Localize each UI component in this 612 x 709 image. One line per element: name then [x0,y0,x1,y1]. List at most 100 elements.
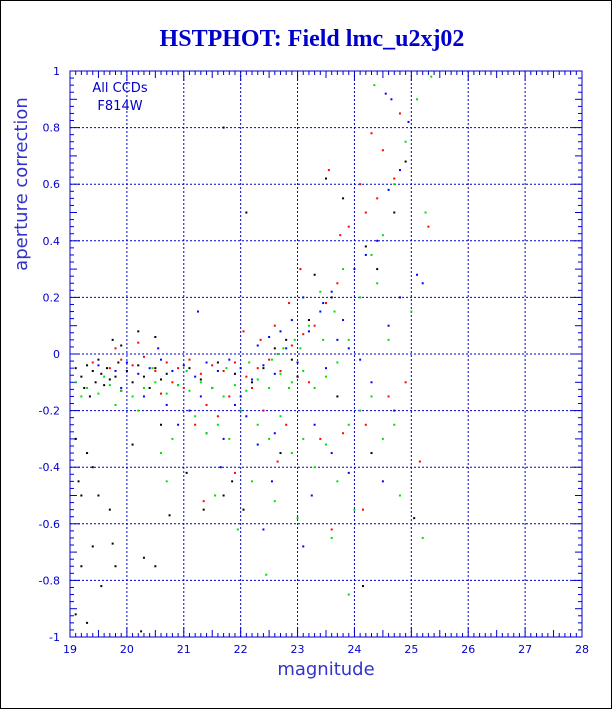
data-point-red [211,364,214,367]
data-point-red [418,460,421,463]
data-point-black [86,452,89,455]
data-point-black [188,367,191,370]
data-point-blue [398,296,401,299]
data-point-black [108,508,111,511]
data-point-black [307,319,310,322]
data-point-red [288,302,291,305]
data-point-red [233,471,236,474]
data-point-blue [347,471,350,474]
data-point-green [319,290,322,293]
data-point-black [336,395,339,398]
data-point-green [248,361,251,364]
data-point-blue [262,364,265,367]
data-point-blue [387,188,390,191]
data-point-black [242,508,245,511]
data-point-red [251,386,254,389]
data-point-red [299,268,302,271]
data-point-black [142,375,145,378]
data-point-black [86,621,89,624]
data-point-blue [279,330,282,333]
data-point-black [251,381,254,384]
data-point-black [108,378,111,381]
data-point-black [100,372,103,375]
data-point-black [91,466,94,469]
data-point-blue [239,367,242,370]
data-point-green [322,338,325,341]
data-point-red [393,177,396,180]
y-tick-label: 0.4 [43,235,61,248]
data-point-green [370,395,373,398]
data-point-blue [302,296,305,299]
data-point-black [202,508,205,511]
data-point-green [336,361,339,364]
y-tick-label: 0.2 [43,291,61,304]
data-point-black [86,364,89,367]
data-point-green [160,452,163,455]
data-point-blue [148,367,151,370]
axes: 19 20 21 22 23 24 25 26 27 28 -1 -0.8 -0.6 -0.4 -0.2 0 0… [39,65,589,656]
data-point-green [296,517,299,520]
annotation-filter: F814W [97,99,142,114]
data-point-black [279,452,282,455]
data-point-green [288,386,291,389]
data-point-black [114,565,117,568]
data-point-green [80,395,83,398]
data-point-red [188,358,191,361]
data-point-blue [364,253,367,256]
data-point-blue [319,310,322,313]
data-point-green [256,423,259,426]
data-point-green [276,353,279,355]
data-point-blue [165,403,168,406]
data-point-blue [273,372,276,375]
data-point-green [336,480,339,483]
data-point-black [233,372,236,375]
data-point-green [185,369,188,372]
data-point-red [364,423,367,426]
data-point-green [245,389,248,392]
data-point-black [117,361,120,364]
data-point-green [325,375,327,378]
x-tick-label: 21 [177,643,191,656]
data-point-blue [322,302,325,305]
data-point-green [137,409,140,412]
data-point-blue [421,282,424,285]
data-point-blue [342,319,345,322]
data-point-green [165,392,168,395]
data-point-blue [393,409,396,412]
data-point-red [137,341,140,344]
data-point-red [427,225,430,228]
x-tick-label: 27 [518,643,532,656]
data-point-blue [336,338,339,341]
data-point-green [333,310,336,313]
data-point-blue [219,466,222,469]
data-point-red [242,330,245,333]
data-point-black [111,542,114,545]
data-point-green [342,268,345,271]
data-point-black [325,177,327,180]
data-point-red [91,361,94,364]
y-tick-label: -1 [49,631,60,644]
data-point-green [279,415,282,418]
data-point-green [97,392,100,395]
data-point-green [359,296,362,299]
data-point-green [225,367,228,370]
data-point-blue [407,120,410,123]
data-point-blue [313,423,316,426]
data-point-green [370,253,373,256]
data-point-black [105,367,108,370]
data-point-green [299,347,302,350]
data-point-black [160,423,163,426]
data-point-black [131,381,134,384]
data-point-green [228,437,231,440]
data-point-black [142,556,145,559]
data-point-green [256,378,259,381]
data-point-green [120,389,123,392]
data-point-red [233,361,236,364]
data-point-black [88,395,91,398]
data-point-black [91,545,94,548]
data-point-green [347,338,350,341]
y-tick-label: 0.8 [43,122,61,135]
data-point-black [97,494,100,497]
data-point-blue [228,358,231,361]
data-point-blue [370,381,373,384]
